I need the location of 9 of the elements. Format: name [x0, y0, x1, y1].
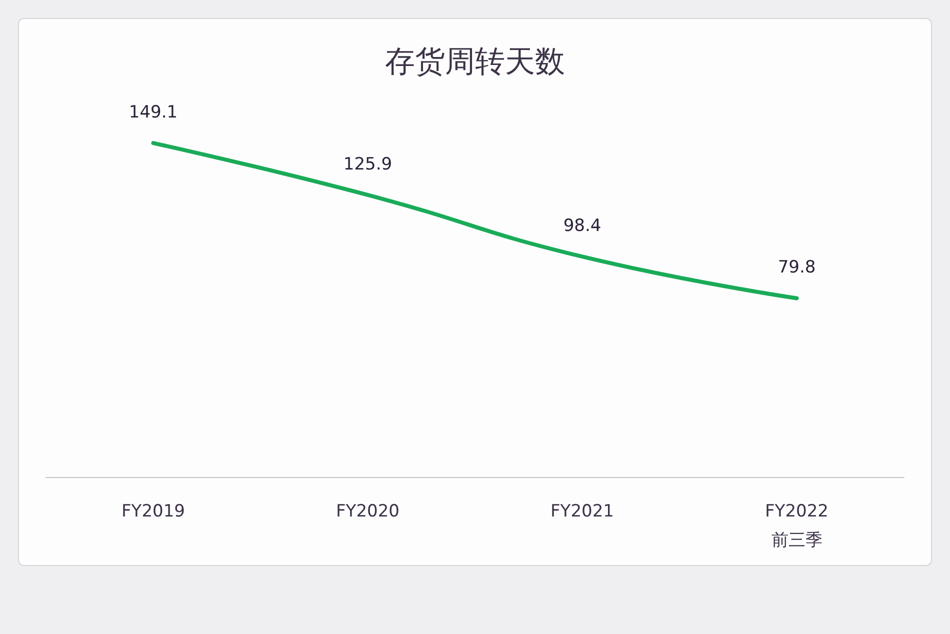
data-label: 98.4 [563, 216, 602, 236]
data-label: 79.8 [778, 258, 816, 278]
data-label: 149.1 [128, 102, 178, 123]
x-tick-label: FY2021 [550, 502, 614, 522]
data-label: 125.9 [343, 154, 392, 174]
x-tick-label: FY2022 前三季 [765, 502, 828, 550]
x-tick-label: FY2020 [336, 502, 400, 522]
chart-title: 存货周转天数 [385, 44, 565, 80]
x-tick-label: FY2019 [122, 502, 185, 522]
